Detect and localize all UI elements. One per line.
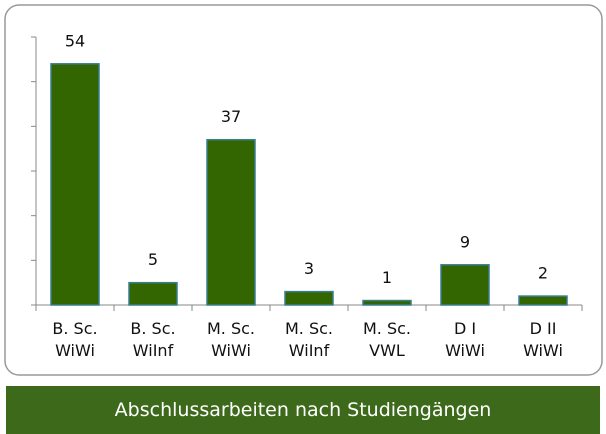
bar <box>284 290 334 306</box>
bar <box>128 281 178 306</box>
x-tick-label: D I WiWi <box>445 319 485 360</box>
data-label: 3 <box>304 259 314 278</box>
x-tick-label: B. Sc. WiInf <box>130 319 176 360</box>
x-tick-label: B. Sc. WiWi <box>52 319 98 360</box>
bar <box>518 295 568 306</box>
bar <box>362 299 412 306</box>
data-label: 9 <box>460 232 470 251</box>
bar <box>440 264 490 306</box>
bar <box>50 63 100 306</box>
x-tick-label: M. Sc. WiWi <box>206 319 255 360</box>
data-label: 54 <box>65 31 85 50</box>
x-tick-label: M. Sc. VWL <box>362 319 411 360</box>
x-tick-label: D II WiWi <box>523 319 563 360</box>
data-label: 1 <box>382 268 392 287</box>
data-label: 5 <box>148 250 158 269</box>
chart-title: Abschlussarbeiten nach Studiengängen <box>6 386 600 434</box>
data-label: 2 <box>538 264 548 283</box>
bar <box>206 138 256 306</box>
data-label: 37 <box>221 107 241 126</box>
x-tick-label: M. Sc. WiInf <box>284 319 333 360</box>
